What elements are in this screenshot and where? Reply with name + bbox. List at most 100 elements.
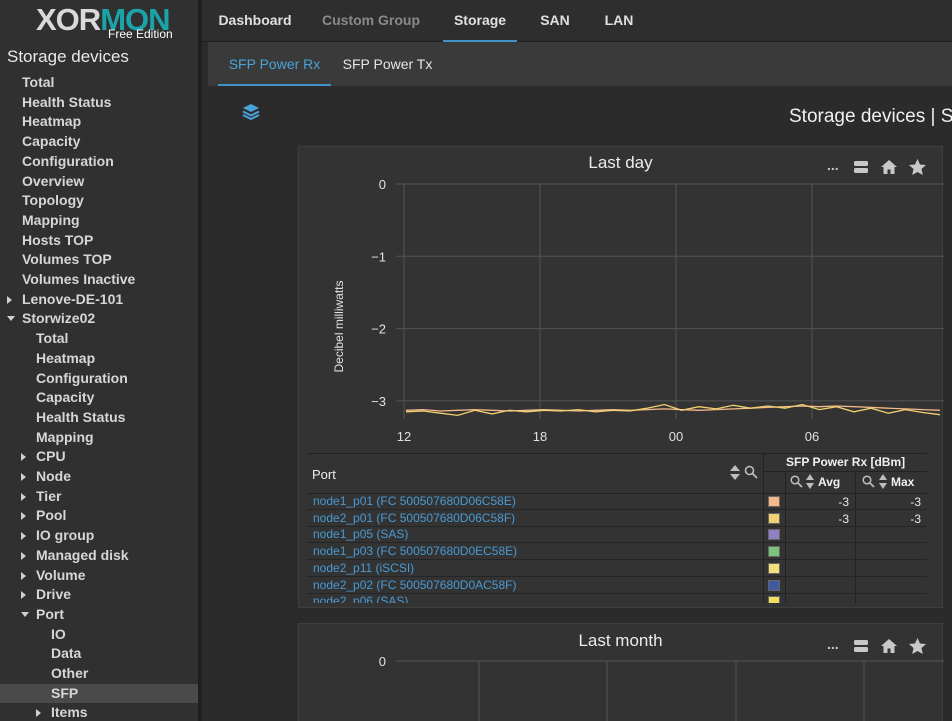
list-icon[interactable]	[853, 160, 869, 174]
sidebar-item-pool[interactable]: Pool	[0, 506, 198, 525]
sidebar-item-health-status[interactable]: Health Status	[0, 93, 198, 112]
y-tick-label: 0	[379, 177, 386, 192]
port-link[interactable]: node2_p02 (FC 500507680D0AC58F)	[313, 577, 517, 592]
more-button[interactable]: ...	[827, 157, 839, 173]
sidebar-item-label: Items	[51, 704, 88, 721]
sidebar-item-tier[interactable]: Tier	[0, 487, 198, 506]
subtab-sfp-power-rx[interactable]: SFP Power Rx	[218, 42, 331, 86]
nav-tab-san[interactable]: SAN	[540, 12, 570, 28]
avg-sort-icon[interactable]	[805, 473, 815, 490]
sidebar-item-node[interactable]: Node	[0, 467, 198, 486]
sidebar-item-label: Data	[51, 645, 82, 662]
series-color-swatch	[768, 512, 780, 524]
sidebar-item-volume[interactable]: Volume	[0, 566, 198, 585]
sidebar-item-data[interactable]: Data	[0, 644, 198, 663]
caret-right-icon[interactable]	[21, 551, 26, 560]
more-button-month[interactable]: ...	[827, 636, 839, 652]
caret-right-icon[interactable]	[21, 453, 26, 462]
caret-right-icon[interactable]	[21, 591, 26, 600]
max-search-icon[interactable]	[862, 475, 875, 488]
port-link[interactable]: node1_p03 (FC 500507680D0EC58E)	[313, 544, 518, 559]
sidebar-item-managed-disk[interactable]: Managed disk	[0, 546, 198, 565]
sidebar-item-volumes-top[interactable]: Volumes TOP	[0, 250, 198, 269]
sidebar-item-total[interactable]: Total	[0, 73, 198, 92]
y-tick-label: 0	[379, 654, 386, 669]
sidebar-item-capacity[interactable]: Capacity	[0, 132, 198, 151]
layers-icon[interactable]	[241, 102, 261, 122]
sidebar-item-total[interactable]: Total	[0, 329, 198, 348]
sidebar-item-heatmap[interactable]: Heatmap	[0, 349, 198, 368]
table-row[interactable]: node2_p02 (FC 500507680D0AC58F)	[307, 577, 927, 594]
sidebar-item-sfp[interactable]: SFP	[0, 683, 198, 703]
caret-right-icon[interactable]	[21, 473, 26, 481]
table-row[interactable]: node1_p05 (SAS)	[307, 526, 927, 544]
col-header-avg[interactable]: Avg	[818, 475, 841, 489]
caret-right-icon[interactable]	[36, 709, 41, 718]
sidebar-item-label: Heatmap	[36, 349, 96, 366]
sidebar-item-heatmap[interactable]: Heatmap	[0, 112, 198, 131]
sidebar-item-label: Health Status	[22, 93, 112, 110]
sidebar-item-cpu[interactable]: CPU	[0, 447, 198, 466]
star-icon[interactable]	[908, 637, 927, 655]
sidebar-item-label: Lenove-DE-101	[22, 290, 124, 307]
table-row[interactable]: node1_p01 (FC 500507680D06C58E) -3 -3	[307, 493, 927, 510]
caret-down-icon[interactable]	[21, 611, 29, 617]
nav-tab-custom-group[interactable]: Custom Group	[322, 12, 420, 28]
sidebar-item-mapping[interactable]: Mapping	[0, 428, 198, 447]
caret-right-icon[interactable]	[21, 571, 26, 580]
sidebar-item-label: Hosts TOP	[22, 231, 94, 248]
sidebar-item-mapping[interactable]: Mapping	[0, 211, 198, 230]
nav-tab-dashboard[interactable]: Dashboard	[218, 12, 292, 28]
sidebar-item-io-group[interactable]: IO group	[0, 526, 198, 545]
caret-right-icon[interactable]	[21, 492, 26, 501]
col-header-port[interactable]: Port	[312, 467, 336, 482]
nav-tab-storage[interactable]: Storage	[443, 0, 517, 42]
series-line	[405, 405, 941, 412]
table-row[interactable]: node2_p11 (iSCSI)	[307, 560, 927, 577]
table-row[interactable]: node2_p01 (FC 500507680D06C58F) -3 -3	[307, 510, 927, 527]
sidebar-item-other[interactable]: Other	[0, 664, 198, 683]
logo[interactable]: XORMON Free Edition	[0, 0, 198, 44]
sidebar-scrollbar[interactable]	[198, 0, 202, 721]
sidebar-item-drive[interactable]: Drive	[0, 585, 198, 604]
sidebar-item-lenove-de-101[interactable]: Lenove-DE-101	[0, 290, 198, 309]
caret-right-icon[interactable]	[7, 295, 12, 304]
caret-right-icon[interactable]	[21, 532, 26, 541]
sidebar-item-io[interactable]: IO	[0, 625, 198, 644]
port-link[interactable]: node2_p11 (iSCSI)	[313, 560, 415, 575]
caret-right-icon[interactable]	[21, 512, 26, 521]
port-link[interactable]: node1_p05 (SAS)	[313, 527, 409, 542]
series-color-swatch	[768, 546, 780, 558]
table-row[interactable]: node1_p03 (FC 500507680D0EC58E)	[307, 543, 927, 561]
list-icon[interactable]	[853, 639, 869, 653]
sidebar-item-label: Heatmap	[22, 113, 82, 130]
port-link[interactable]: node1_p01 (FC 500507680D06C58E)	[313, 494, 516, 508]
sidebar-item-health-status[interactable]: Health Status	[0, 408, 198, 427]
sidebar-item-hosts-top[interactable]: Hosts TOP	[0, 231, 198, 250]
nav-tab-lan[interactable]: LAN	[604, 12, 634, 28]
table-row[interactable]: node2_p06 (SAS)	[307, 593, 927, 603]
sidebar-item-capacity[interactable]: Capacity	[0, 388, 198, 407]
subtab-sfp-power-tx[interactable]: SFP Power Tx	[342, 56, 433, 72]
sidebar-item-port[interactable]: Port	[0, 605, 198, 624]
sidebar-item-volumes-inactive[interactable]: Volumes Inactive	[0, 270, 198, 289]
sidebar-item-configuration[interactable]: Configuration	[0, 369, 198, 388]
max-sort-icon[interactable]	[878, 473, 888, 490]
home-icon[interactable]	[880, 638, 898, 654]
sidebar-item-overview[interactable]: Overview	[0, 172, 198, 191]
sidebar-item-items[interactable]: Items	[0, 703, 198, 721]
home-icon[interactable]	[880, 159, 898, 175]
star-icon[interactable]	[908, 158, 927, 176]
port-link[interactable]: node2_p01 (FC 500507680D06C58F)	[313, 510, 516, 525]
port-link[interactable]: node2_p06 (SAS)	[313, 594, 409, 603]
sort-icon[interactable]	[729, 464, 741, 481]
caret-down-icon[interactable]	[7, 316, 15, 322]
col-header-max[interactable]: Max	[891, 475, 915, 489]
series-line	[405, 403, 941, 417]
sidebar-item-configuration[interactable]: Configuration	[0, 152, 198, 171]
sidebar-item-label: Pool	[36, 507, 67, 524]
sidebar-item-storwize02[interactable]: Storwize02	[0, 309, 198, 328]
avg-search-icon[interactable]	[790, 475, 803, 488]
sidebar-item-topology[interactable]: Topology	[0, 191, 198, 210]
search-icon[interactable]	[744, 465, 758, 479]
